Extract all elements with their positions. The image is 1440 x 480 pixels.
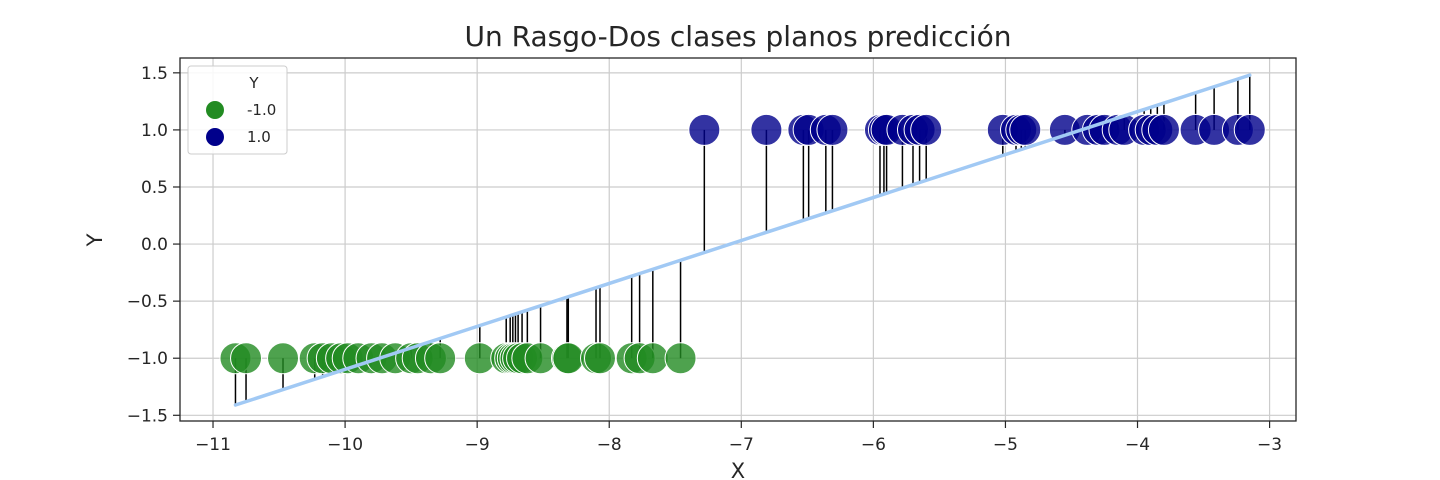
data-point: [910, 113, 943, 146]
y-ticks: −1.5 −1.0 −0.5 0.0 0.5 1.0 1.5: [127, 64, 180, 426]
data-point: [552, 342, 585, 375]
legend-marker-pos: [206, 128, 224, 146]
grid: [180, 58, 1296, 421]
data-point: [664, 342, 697, 375]
y-tick-label: 1.0: [141, 121, 168, 141]
x-tick-label: −9: [465, 435, 490, 455]
y-tick-label: −1.5: [127, 406, 168, 426]
x-tick-label: −6: [861, 435, 886, 455]
legend-marker-neg: [206, 101, 224, 119]
data-point: [1147, 113, 1180, 146]
x-tick-label: −8: [597, 435, 622, 455]
y-tick-label: −0.5: [127, 292, 168, 312]
data-point: [750, 113, 783, 146]
data-point: [636, 342, 669, 375]
y-tick-label: 0.0: [141, 235, 168, 255]
data-point: [1233, 113, 1266, 146]
data-point: [424, 342, 457, 375]
data-point: [816, 113, 849, 146]
data-point: [1009, 113, 1042, 146]
x-tick-label: −7: [729, 435, 754, 455]
data-point: [688, 113, 721, 146]
plot-frame: [179, 57, 1297, 422]
y-tick-label: 0.5: [141, 178, 168, 198]
y-tick-label: 1.5: [141, 64, 168, 84]
chart-title: Un Rasgo-Dos clases planos predicción: [464, 20, 1011, 53]
y-tick-label: −1.0: [127, 349, 168, 369]
x-tick-label: −4: [1125, 435, 1150, 455]
x-ticks: −11 −10 −9 −8 −7 −6 −5 −4 −3: [195, 421, 1282, 455]
x-tick-label: −11: [195, 435, 231, 455]
legend-label-pos: 1.0: [247, 128, 271, 146]
data-point: [583, 342, 616, 375]
legend: Y -1.0 1.0: [187, 65, 288, 155]
y-axis-label: Y: [83, 233, 107, 247]
x-tick-label: −3: [1257, 435, 1282, 455]
legend-title: Y: [248, 74, 259, 92]
data-point: [267, 342, 300, 375]
prediction-line-group: [233, 73, 1252, 407]
x-tick-label: −10: [327, 435, 363, 455]
x-axis-label: X: [731, 459, 745, 480]
data-point: [230, 342, 263, 375]
x-tick-label: −5: [993, 435, 1018, 455]
legend-label-neg: -1.0: [247, 101, 276, 119]
prediction-line: [233, 73, 1252, 407]
